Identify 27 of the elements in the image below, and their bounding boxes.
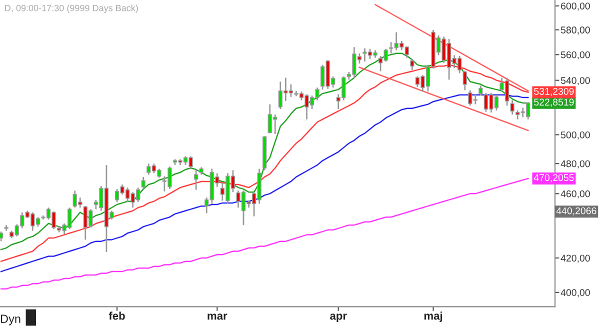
candlestick	[194, 168, 198, 191]
text: 440,2066	[556, 207, 596, 216]
y-tick-label: 480,00	[560, 160, 590, 168]
x-tick-label: apr	[330, 314, 347, 322]
x-tick-label: feb	[108, 312, 125, 320]
line-series	[0, 178, 529, 290]
candlestick	[0, 230, 4, 242]
chart-title: D, 09:00-17:30 (9999 Days Back)	[5, 4, 138, 14]
candlestick	[141, 176, 146, 190]
candlestick	[462, 70, 467, 91]
y-tick-label: 540,00	[560, 77, 590, 86]
y-tick-label: 460,00	[560, 190, 590, 198]
y-tick-label: 420,00	[560, 254, 590, 263]
data-label: 522,8519	[534, 98, 574, 107]
y-tick-label: 580,00	[560, 26, 590, 35]
data-label: 531,2309	[534, 88, 574, 96]
y-tick-label: 560,00	[560, 51, 590, 60]
x-tick-label: maj	[424, 312, 442, 322]
data-label: 470,2055	[534, 174, 574, 182]
y-tick-label: 400,00	[560, 289, 590, 298]
text: Dyn	[0, 314, 20, 326]
candlestick	[410, 58, 414, 71]
y-tick-label: 600,00	[561, 2, 590, 11]
candlestick	[478, 84, 483, 96]
y-tick-label: 500,00	[560, 131, 590, 140]
candlestick	[510, 100, 514, 116]
x-tick-label: mar	[208, 314, 228, 320]
